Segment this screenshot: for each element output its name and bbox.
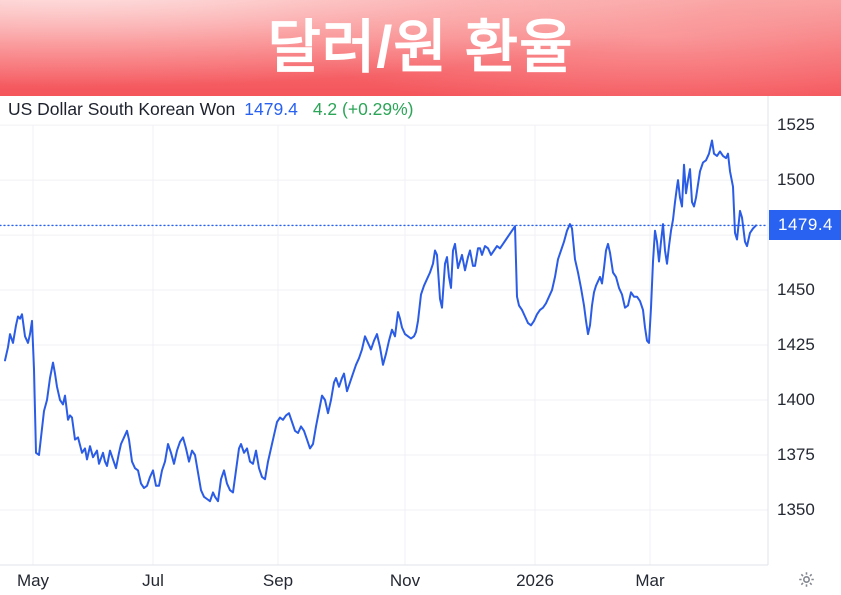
y-axis-label: 1425	[777, 335, 815, 355]
page-title: 달러/원 환율	[267, 15, 574, 80]
chart-header: US Dollar South Korean Won 1479.4 4.2 (+…	[8, 99, 414, 123]
last-price: 1479.4	[244, 99, 298, 119]
price-line-series	[4, 139, 757, 503]
gear-icon	[797, 570, 816, 592]
symbol-title: US Dollar South Korean Won	[8, 99, 236, 119]
settings-button[interactable]	[792, 569, 820, 593]
y-axis-label: 1525	[777, 115, 815, 135]
price-change: 4.2 (+0.29%)	[312, 99, 414, 119]
y-axis-label: 1500	[777, 170, 815, 190]
x-axis-label: 2026	[516, 571, 554, 590]
x-axis-label: Sep	[262, 571, 294, 590]
x-axis-label: Nov	[389, 571, 421, 590]
y-axis-label: 1400	[777, 390, 815, 410]
y-axis-label: 1375	[777, 445, 815, 465]
current-price-badge: 1479.4	[769, 210, 841, 241]
x-axis-label: Mar	[635, 571, 665, 590]
x-axis-label: May	[16, 571, 50, 590]
x-axis-label: Jul	[142, 571, 164, 590]
y-axis-label: 1350	[777, 500, 815, 519]
y-axis-label: 1450	[777, 280, 815, 300]
page-banner: 달러/원 환율	[0, 0, 841, 96]
